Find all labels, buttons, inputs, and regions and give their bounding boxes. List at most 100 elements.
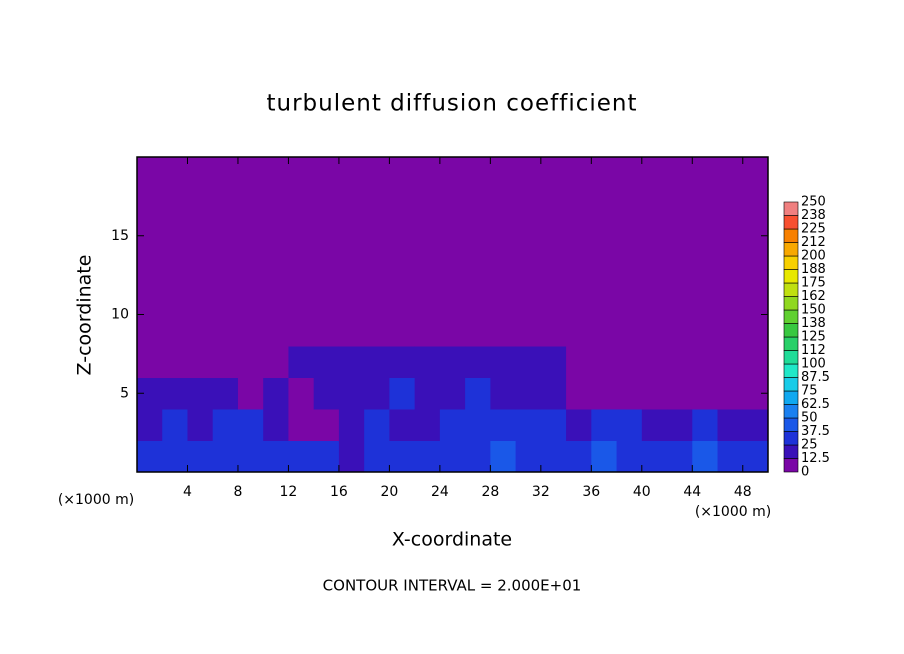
- field-cell: [540, 377, 567, 410]
- field-cell: [288, 409, 315, 441]
- colorbar-label: 150: [801, 303, 826, 318]
- y-unit: (×1000 m): [58, 492, 134, 508]
- field-cell: [667, 409, 693, 441]
- field-cell: [364, 157, 390, 189]
- field-cell: [364, 346, 390, 378]
- field-cell: [616, 283, 643, 315]
- field-cell: [717, 409, 744, 441]
- colorbar-label: 225: [801, 222, 826, 237]
- field-cell: [187, 283, 214, 315]
- annotation: CONTOUR INTERVAL = 2.000E+01: [323, 577, 582, 595]
- field-cell: [338, 314, 365, 347]
- field-cell: [187, 409, 214, 441]
- field-cell: [389, 440, 416, 473]
- field-cell: [439, 314, 466, 347]
- field-cell: [641, 251, 668, 284]
- field-cell: [187, 440, 214, 473]
- field-cell: [717, 157, 744, 189]
- field-cell: [414, 314, 441, 347]
- field-cell: [667, 314, 693, 347]
- field-cell: [540, 440, 567, 473]
- colorbar-label: 62.5: [801, 397, 830, 412]
- field-cell: [212, 377, 239, 410]
- x-tick-label: 44: [683, 484, 701, 500]
- field-cell: [338, 188, 365, 221]
- field-cell: [717, 283, 744, 315]
- field-cell: [641, 440, 668, 473]
- x-tick-label: 32: [532, 484, 550, 500]
- field-cell: [439, 440, 466, 473]
- field-cell: [616, 314, 643, 347]
- field-cell: [237, 251, 264, 284]
- field-cell: [237, 314, 264, 347]
- colorbar-swatch: [783, 458, 799, 473]
- y-tick-label: 15: [111, 228, 129, 244]
- colorbar-swatch: [783, 431, 799, 446]
- field-cell: [591, 157, 618, 189]
- field-cell: [338, 440, 365, 473]
- field-cell: [641, 157, 668, 189]
- colorbar-label: 175: [801, 276, 826, 291]
- field-cell: [338, 251, 365, 284]
- field-cell: [566, 188, 592, 221]
- field-cell: [364, 251, 390, 284]
- field-cell: [288, 346, 315, 378]
- x-tick-label: 4: [183, 484, 192, 500]
- field-cell: [667, 346, 693, 378]
- field-cell: [137, 440, 163, 473]
- colorbar-label: 37.5: [801, 424, 830, 439]
- field-cell: [566, 377, 592, 410]
- field-cell: [591, 314, 618, 347]
- field-cell: [641, 409, 668, 441]
- field-cell: [364, 283, 390, 315]
- field-cell: [717, 188, 744, 221]
- field-cell: [465, 377, 491, 410]
- field-cell: [364, 440, 390, 473]
- colorbar-swatch: [783, 255, 799, 270]
- field-cell: [212, 188, 239, 221]
- field-cell: [237, 283, 264, 315]
- field-cell: [540, 157, 567, 189]
- field-cell: [237, 377, 264, 410]
- field-cell: [692, 440, 719, 473]
- colorbar-label: 87.5: [801, 370, 830, 385]
- field-cell: [667, 377, 693, 410]
- colorbar-label: 200: [801, 249, 826, 264]
- field-cell: [162, 220, 188, 252]
- x-unit: (×1000 m): [695, 504, 771, 520]
- field-cell: [490, 283, 517, 315]
- x-axis-label: X-coordinate: [392, 529, 512, 551]
- field-cell: [515, 220, 542, 252]
- field-cell: [692, 188, 719, 221]
- field-cell: [490, 188, 517, 221]
- field-cell: [641, 188, 668, 221]
- field-cell: [566, 157, 592, 189]
- field-cell: [439, 409, 466, 441]
- field-cell: [162, 346, 188, 378]
- field-cell: [313, 157, 340, 189]
- field-cell: [439, 251, 466, 284]
- field-cell: [465, 314, 491, 347]
- field-cell: [717, 377, 744, 410]
- field-cell: [742, 346, 769, 378]
- field-cell: [566, 409, 592, 441]
- field-cell: [616, 409, 643, 441]
- field-cell: [212, 157, 239, 189]
- field-cell: [717, 440, 744, 473]
- field-cell: [237, 157, 264, 189]
- x-tick-label: 12: [280, 484, 298, 500]
- field-cell: [667, 440, 693, 473]
- field-cell: [338, 409, 365, 441]
- field-cell: [263, 346, 289, 378]
- colorbar-label: 188: [801, 262, 826, 277]
- colorbar-swatch: [783, 215, 799, 230]
- field-cell: [162, 440, 188, 473]
- field-cell: [162, 251, 188, 284]
- field-cell: [162, 377, 188, 410]
- x-tick-label: 24: [431, 484, 449, 500]
- field-cell: [641, 377, 668, 410]
- field-cell: [490, 409, 517, 441]
- field-cell: [439, 157, 466, 189]
- field-cell: [641, 314, 668, 347]
- field-cell: [490, 220, 517, 252]
